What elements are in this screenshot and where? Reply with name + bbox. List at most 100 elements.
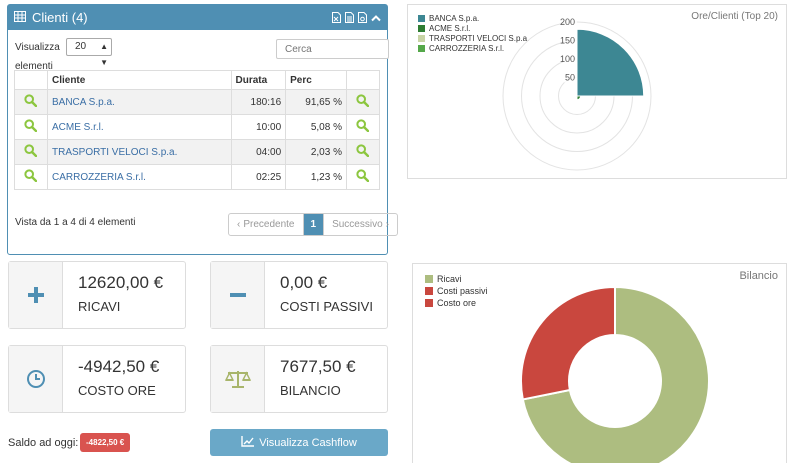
header-perc[interactable]: Perc: [285, 70, 347, 90]
polar-segment[interactable]: [575, 94, 578, 97]
clients-panel-title: Clienti (4): [32, 10, 88, 25]
clients-panel-header: Clienti (4): [8, 5, 387, 30]
search-detail-icon[interactable]: [345, 139, 381, 165]
doughnut-chart-box: Bilancio Ricavi Costi passivi Costo ore: [412, 263, 787, 463]
polar-segment[interactable]: [576, 28, 645, 97]
perc-cell: 1,23 %: [285, 164, 347, 190]
export-excel-icon[interactable]: [332, 12, 341, 23]
kpi-ricavi-label: RICAVI: [78, 299, 121, 314]
doughnut-legend-label: Costi passivi: [437, 286, 488, 296]
polar-tick-label: 200: [560, 17, 575, 27]
doughnut-legend-label: Ricavi: [437, 274, 462, 284]
doughnut-chart: [520, 285, 710, 463]
plus-icon: [9, 262, 63, 328]
kpi-costo-ore: -4942,50 € COSTO ORE: [8, 345, 186, 413]
polar-chart-title: Ore/Clienti (Top 20): [691, 11, 778, 22]
polar-tick-label-bg: [564, 54, 577, 64]
kpi-costo-ore-label: COSTO ORE: [78, 383, 156, 398]
view-detail-icon[interactable]: [14, 114, 48, 140]
view-detail-icon[interactable]: [14, 139, 48, 165]
polar-legend-label: CARROZZERIA S.r.l.: [429, 43, 505, 53]
view-detail-icon[interactable]: [14, 164, 48, 190]
polar-legend-swatch: [418, 24, 425, 32]
header-client[interactable]: Cliente: [46, 70, 232, 90]
polar-legend-item[interactable]: ACME S.r.l.: [418, 23, 529, 33]
kpi-ricavi: 12620,00 € RICAVI: [8, 261, 186, 329]
polar-legend-item[interactable]: TRASPORTI VELOCI S.p.a.: [418, 33, 529, 43]
perc-cell: 91,65 %: [285, 89, 347, 115]
polar-segment[interactable]: [576, 95, 582, 101]
polar-legend-swatch: [418, 14, 425, 22]
kpi-ricavi-value: 12620,00 €: [78, 273, 164, 292]
doughnut-legend-item[interactable]: Ricavi: [425, 273, 488, 285]
table-row: CARROZZERIA S.r.l. 02:25 1,23 %: [14, 164, 381, 190]
polar-chart: 50 100 150 200: [502, 17, 652, 171]
doughnut-segment[interactable]: [521, 285, 710, 463]
duration-cell: 180:16: [230, 89, 287, 115]
polar-legend-swatch: [418, 34, 425, 42]
polar-tick-label: 150: [560, 36, 575, 46]
search-input[interactable]: [276, 39, 389, 59]
kpi-costo-ore-value: -4942,50 €: [78, 357, 160, 376]
client-name-cell[interactable]: TRASPORTI VELOCI S.p.a.: [46, 139, 232, 165]
perc-cell: 5,08 %: [285, 114, 347, 140]
polar-legend-label: TRASPORTI VELOCI S.p.a.: [429, 33, 530, 43]
header-duration[interactable]: Durata: [230, 70, 287, 90]
kpi-bilancio: 7677,50 € BILANCIO: [210, 345, 388, 413]
duration-cell: 10:00: [230, 114, 287, 140]
polar-legend-swatch: [418, 44, 425, 52]
page-size-select[interactable]: 20 ▲ ▼: [66, 38, 112, 67]
doughnut-legend-swatch: [425, 299, 433, 307]
clients-panel: Clienti (4) Visualizza elementi 20 ▲▼ Cl…: [7, 4, 398, 255]
polar-tick-label-bg: [564, 17, 577, 27]
table-row: TRASPORTI VELOCI S.p.a. 04:00 2,03 %: [14, 139, 381, 165]
pagination-next[interactable]: Successivo ›: [332, 219, 389, 230]
doughnut-legend-swatch: [425, 275, 433, 283]
polar-chart-legend: BANCA S.p.a. ACME S.r.l. TRASPORTI VELOCI …: [418, 13, 529, 53]
polar-tick-label-bg: [564, 35, 577, 46]
doughnut-legend-label: Costo ore: [437, 298, 477, 308]
polar-legend-label: ACME S.r.l.: [429, 23, 471, 33]
polar-legend-item[interactable]: CARROZZERIA S.r.l.: [418, 43, 529, 53]
export-csv-icon[interactable]: [345, 12, 354, 23]
collapse-chevron-icon[interactable]: [371, 14, 381, 22]
header-blank: [14, 70, 48, 90]
client-name-cell[interactable]: CARROZZERIA S.r.l.: [46, 164, 232, 190]
export-pdf-icon[interactable]: [358, 12, 367, 23]
pagination-prev[interactable]: ‹ Precedente: [237, 219, 295, 230]
doughnut-segment[interactable]: [520, 285, 616, 401]
kpi-costi-passivi-value: 0,00 €: [280, 273, 328, 292]
table-header-row: Cliente Durata Perc: [14, 70, 381, 90]
doughnut-chart-title: Bilancio: [739, 270, 778, 282]
polar-legend-item[interactable]: BANCA S.p.a.: [418, 13, 529, 23]
line-chart-icon: [241, 435, 255, 450]
cashflow-button[interactable]: Visualizza Cashflow: [210, 429, 388, 456]
client-name-cell[interactable]: ACME S.r.l.: [46, 114, 232, 140]
select-arrow-icon: ▲ ▼: [100, 42, 108, 67]
kpi-bilancio-value: 7677,50 €: [280, 357, 356, 376]
polar-legend-label: BANCA S.p.a.: [429, 13, 480, 23]
table-icon: [14, 9, 26, 27]
pagination-page-1[interactable]: 1: [302, 214, 325, 235]
doughnut-legend-item[interactable]: Costi passivi: [425, 285, 488, 297]
polar-tick-label: 50: [565, 73, 575, 83]
kpi-bilancio-label: BILANCIO: [280, 383, 341, 398]
polar-chart-box: Ore/Clienti (Top 20) BANCA S.p.a. ACME S.…: [407, 4, 787, 179]
chevron-right-icon: ›: [385, 219, 389, 230]
doughnut-legend-item[interactable]: Costo ore: [425, 297, 488, 309]
perc-cell: 2,03 %: [285, 139, 347, 165]
search-detail-icon[interactable]: [345, 164, 381, 190]
table-info: Vista da 1 a 4 di 4 elementi: [15, 217, 136, 228]
clock-icon: [9, 346, 63, 412]
polar-tick-label-bg: [564, 72, 577, 83]
pagination: ‹ Precedente 1 Successivo ›: [228, 213, 398, 236]
search-detail-icon[interactable]: [345, 114, 381, 140]
kpi-costi-passivi: 0,00 € COSTI PASSIVI: [210, 261, 388, 329]
duration-cell: 02:25: [230, 164, 287, 190]
client-name-cell[interactable]: BANCA S.p.a.: [46, 89, 232, 115]
doughnut-legend-swatch: [425, 287, 433, 295]
view-detail-icon[interactable]: [14, 89, 48, 115]
page-size-label: Visualizza elementi: [15, 42, 60, 72]
search-detail-icon[interactable]: [345, 89, 381, 115]
table-row: BANCA S.p.a. 180:16 91,65 %: [14, 89, 381, 115]
